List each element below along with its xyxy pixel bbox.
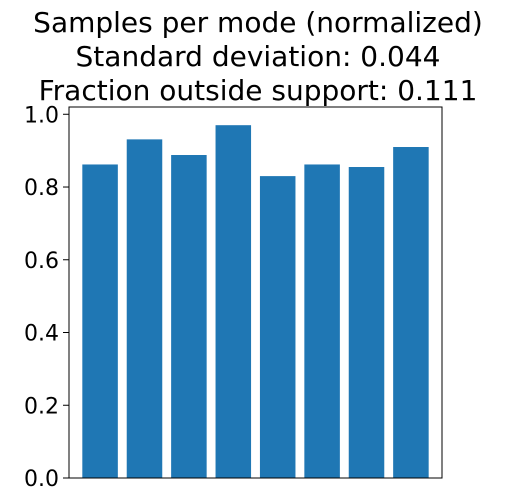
y-axis: 0.0 0.2 0.4 0.6 0.8 1.0 <box>24 103 69 492</box>
plot-frame <box>68 106 443 479</box>
y-tick-label: 0.8 <box>24 176 59 201</box>
bar-4 <box>215 125 252 478</box>
bar-3 <box>171 155 207 478</box>
chart-title-line-2: Standard deviation: 0.044 <box>76 40 441 73</box>
chart-title: Samples per mode (normalized) Standard d… <box>33 6 483 107</box>
bar-7 <box>348 167 385 478</box>
bar-1 <box>82 164 118 478</box>
y-tick-label: 0.0 <box>24 467 59 492</box>
bar-series <box>82 125 429 479</box>
chart-title-line-1: Samples per mode (normalized) <box>33 6 483 39</box>
y-tick-label: 1.0 <box>24 103 59 128</box>
y-tick-label: 0.6 <box>24 249 59 274</box>
y-tick-label: 0.4 <box>24 322 59 347</box>
bar-2 <box>126 139 163 478</box>
chart-title-line-3: Fraction outside support: 0.111 <box>39 74 478 107</box>
bar-6 <box>304 164 340 478</box>
y-tick-label: 0.2 <box>24 394 59 419</box>
bar-8 <box>393 147 429 478</box>
bar-5 <box>259 176 296 479</box>
